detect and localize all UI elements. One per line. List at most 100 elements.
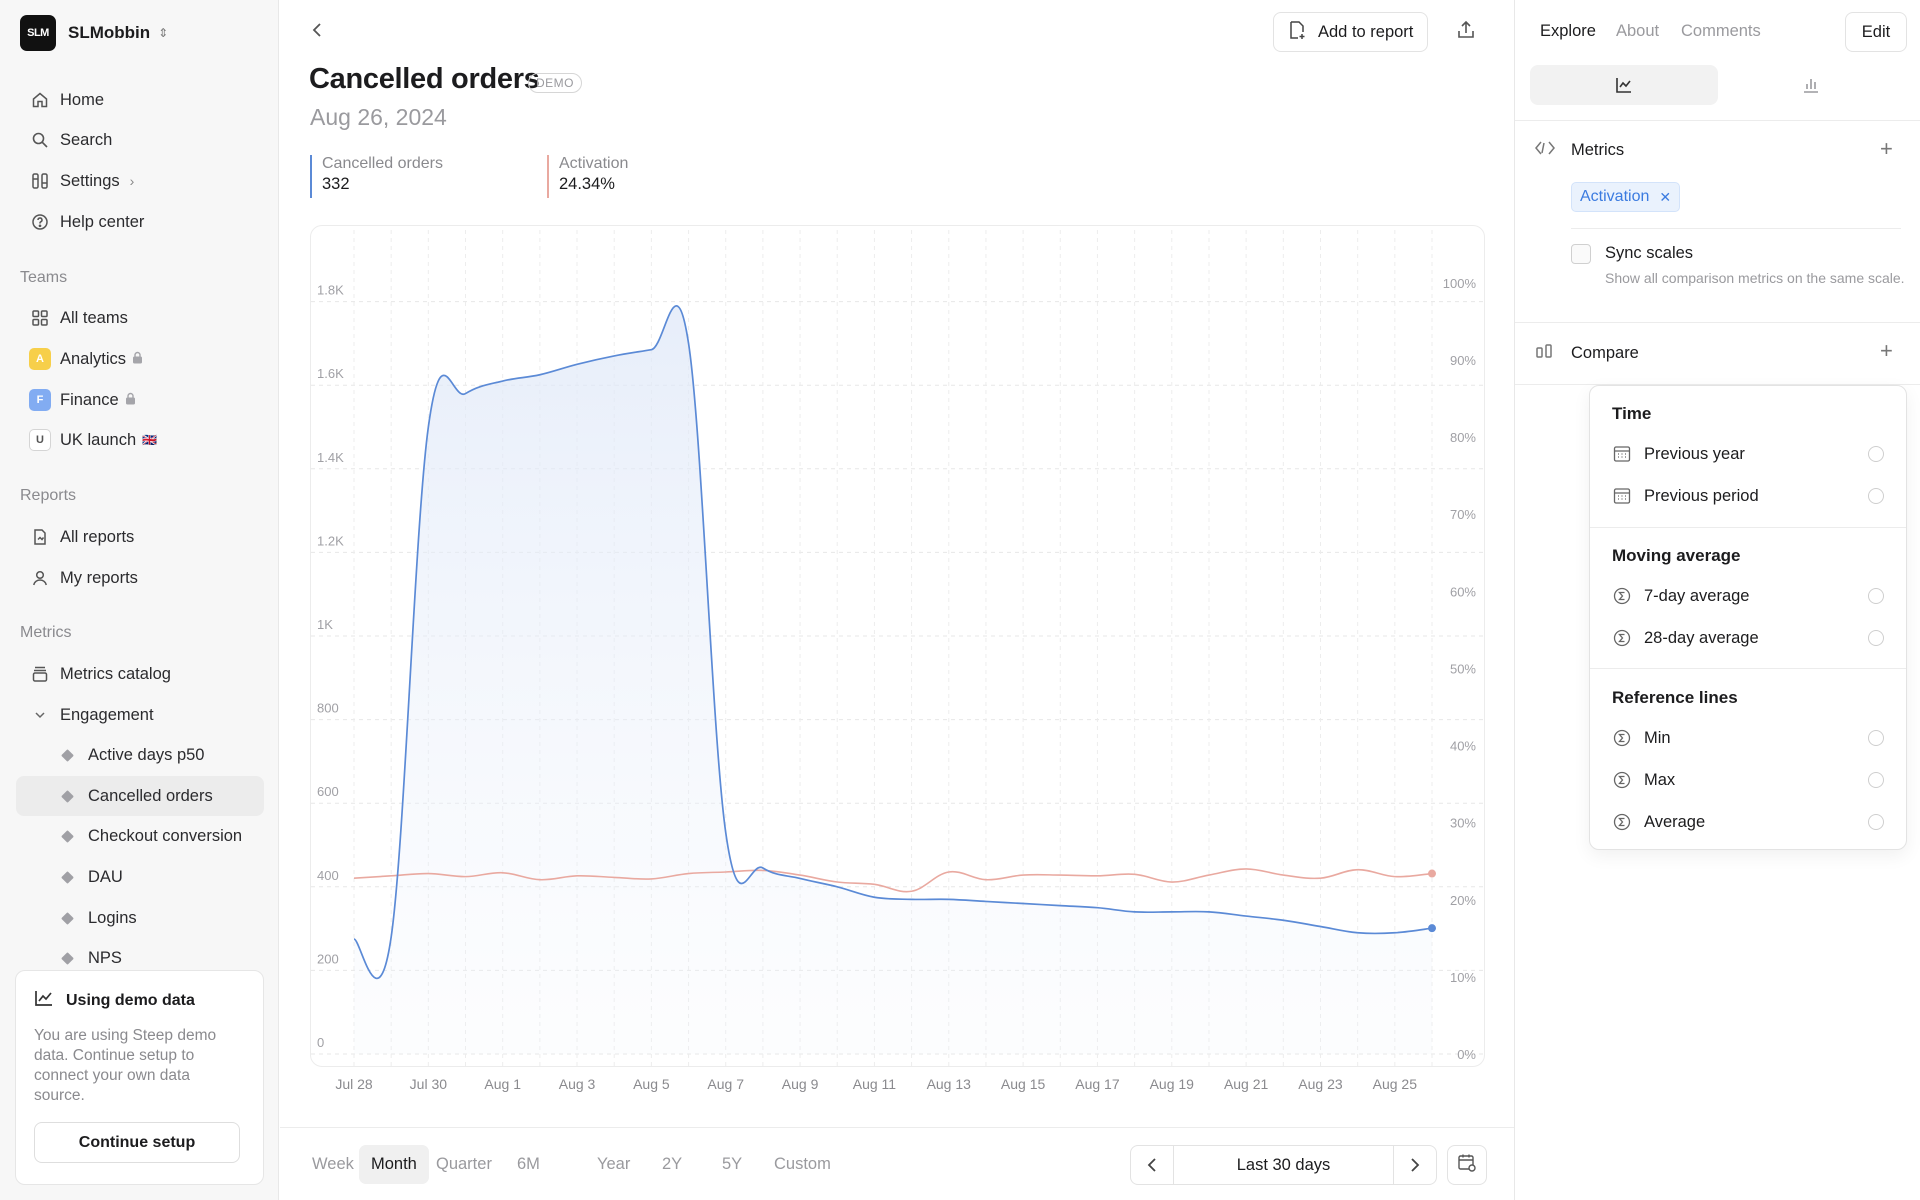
series-end-point-activation — [1428, 869, 1436, 878]
option-previous-year[interactable]: Previous year — [1612, 440, 1884, 468]
user-icon — [26, 568, 54, 588]
x-tick-label: Aug 17 — [1075, 1076, 1120, 1092]
nav-my-reports[interactable]: My reports — [16, 558, 264, 598]
y-right-tick-label: 40% — [1450, 739, 1476, 754]
team-uk-badge-wrap: U — [26, 429, 54, 451]
radio-button[interactable] — [1868, 814, 1884, 830]
y-left-tick-label: 800 — [317, 701, 339, 716]
continue-setup-button[interactable]: Continue setup — [34, 1122, 240, 1163]
page-date: Aug 26, 2024 — [310, 104, 447, 130]
line-chart-toggle[interactable] — [1530, 65, 1718, 105]
metric-item[interactable]: NPS — [16, 938, 264, 978]
demo-card-text: You are using Steep demo data. Continue … — [34, 1027, 217, 1104]
option-previous-period[interactable]: Previous period — [1612, 482, 1884, 510]
divider — [1515, 322, 1920, 323]
nav-all-teams[interactable]: All teams — [16, 298, 264, 338]
option-label: Previous year — [1644, 444, 1745, 463]
sync-scales-description: Show all comparison metrics on the same … — [1605, 270, 1905, 286]
y-right-tick-label: 90% — [1450, 353, 1476, 368]
help-icon — [26, 212, 54, 232]
line-chart[interactable]: 0 200 400 600 800 1K 1.2K 1.4K 1.6K 1.8K 0% 10% 20% 3… — [280, 0, 1514, 1127]
team-finance[interactable]: F Finance — [16, 380, 264, 420]
sync-scales-checkbox[interactable] — [1571, 244, 1591, 264]
nav-settings[interactable]: Settings › — [16, 161, 264, 201]
range-month[interactable]: Month — [359, 1145, 429, 1184]
range-6m[interactable]: 6M — [517, 1155, 540, 1173]
metric-item-label: DAU — [88, 867, 123, 886]
metric-item[interactable]: Active days p50 — [16, 735, 264, 775]
divider — [1515, 384, 1920, 385]
edit-button[interactable]: Edit — [1845, 12, 1907, 52]
option-min[interactable]: Min — [1612, 724, 1884, 752]
metric-item-active[interactable]: Cancelled orders — [16, 776, 264, 816]
range-5y[interactable]: 5Y — [722, 1155, 743, 1173]
metric-item[interactable]: DAU — [16, 857, 264, 897]
option-28-day-average[interactable]: 28-day average — [1612, 624, 1884, 652]
y-right-tick-label: 50% — [1450, 661, 1476, 676]
chevron-left-icon[interactable] — [1131, 1146, 1173, 1184]
metric-item[interactable]: Logins — [16, 898, 264, 938]
team-uk-launch[interactable]: U UK launch 🇬🇧 — [16, 420, 264, 460]
range-custom[interactable]: Custom — [774, 1155, 831, 1173]
radio-button[interactable] — [1868, 630, 1884, 646]
nav-metrics-catalog[interactable]: Metrics catalog — [16, 654, 264, 694]
close-icon[interactable]: ✕ — [1659, 188, 1672, 205]
metric-diamond-icon — [60, 908, 74, 928]
uk-flag-icon: 🇬🇧 — [142, 433, 158, 447]
workspace-switcher[interactable]: SLM SLMobbin ⇕ — [20, 15, 168, 51]
share-icon — [1456, 20, 1476, 45]
add-metric-plus-icon[interactable]: + — [1880, 136, 1893, 161]
radio-button[interactable] — [1868, 730, 1884, 746]
option-7-day-average[interactable]: 7-day average — [1612, 582, 1884, 610]
nav-engagement-label: Engagement — [60, 705, 154, 724]
period-label[interactable]: Last 30 days — [1173, 1146, 1394, 1184]
add-to-report-label: Add to report — [1318, 22, 1414, 41]
share-button[interactable] — [1445, 12, 1487, 52]
nav-all-reports[interactable]: All reports — [16, 517, 264, 557]
sync-scales-title: Sync scales — [1605, 244, 1694, 262]
option-max[interactable]: Max — [1612, 766, 1884, 794]
divider — [1590, 668, 1906, 669]
tab-about[interactable]: About — [1616, 22, 1660, 40]
nav-engagement-group[interactable]: Engagement — [16, 695, 264, 735]
add-to-report-button[interactable]: Add to report — [1273, 12, 1429, 52]
compare-arrows-icon — [1535, 141, 1555, 160]
x-tick-label: Aug 25 — [1373, 1076, 1418, 1092]
x-tick-label: Aug 11 — [853, 1076, 897, 1092]
series-end-point-cancelled-orders — [1428, 924, 1436, 933]
range-week[interactable]: Week — [312, 1155, 354, 1173]
y-left-tick-label: 1.4K — [317, 450, 344, 465]
metric-diamond-icon — [60, 867, 74, 887]
tab-comments[interactable]: Comments — [1681, 22, 1761, 40]
team-analytics[interactable]: A Analytics — [16, 339, 264, 379]
metric-item[interactable]: Checkout conversion — [16, 816, 264, 856]
nav-search[interactable]: Search — [16, 120, 264, 160]
team-badge: U — [29, 429, 51, 451]
add-compare-plus-icon[interactable]: + — [1880, 338, 1893, 363]
nav-home-label: Home — [60, 90, 105, 109]
option-average[interactable]: Average — [1612, 808, 1884, 836]
nav-settings-label: Settings — [60, 171, 120, 190]
radio-button[interactable] — [1868, 772, 1884, 788]
radio-button[interactable] — [1868, 588, 1884, 604]
back-arrow-icon[interactable] — [310, 20, 324, 46]
metric-diamond-icon — [60, 826, 74, 846]
metrics-section-label: Metrics — [20, 624, 72, 641]
radio-button[interactable] — [1868, 446, 1884, 462]
kpi-activation[interactable]: Activation 24.34% — [547, 155, 628, 198]
kpi-cancelled-orders[interactable]: Cancelled orders 332 — [310, 155, 443, 198]
bar-chart-toggle[interactable] — [1718, 65, 1906, 105]
tab-explore[interactable]: Explore — [1540, 22, 1596, 40]
nav-help[interactable]: Help center — [16, 202, 264, 242]
sidebar: SLM SLMobbin ⇕ Home Search Settings › He… — [0, 0, 279, 1200]
calendar-settings-button[interactable] — [1447, 1145, 1487, 1185]
y-left-tick-label: 400 — [317, 868, 339, 883]
team-finance-badge-wrap: F — [26, 389, 54, 411]
nav-home[interactable]: Home — [16, 80, 264, 120]
range-quarter[interactable]: Quarter — [436, 1155, 492, 1173]
chevron-right-icon[interactable] — [1394, 1146, 1436, 1184]
range-year[interactable]: Year — [597, 1155, 631, 1173]
range-2y[interactable]: 2Y — [662, 1155, 683, 1173]
radio-button[interactable] — [1868, 488, 1884, 504]
